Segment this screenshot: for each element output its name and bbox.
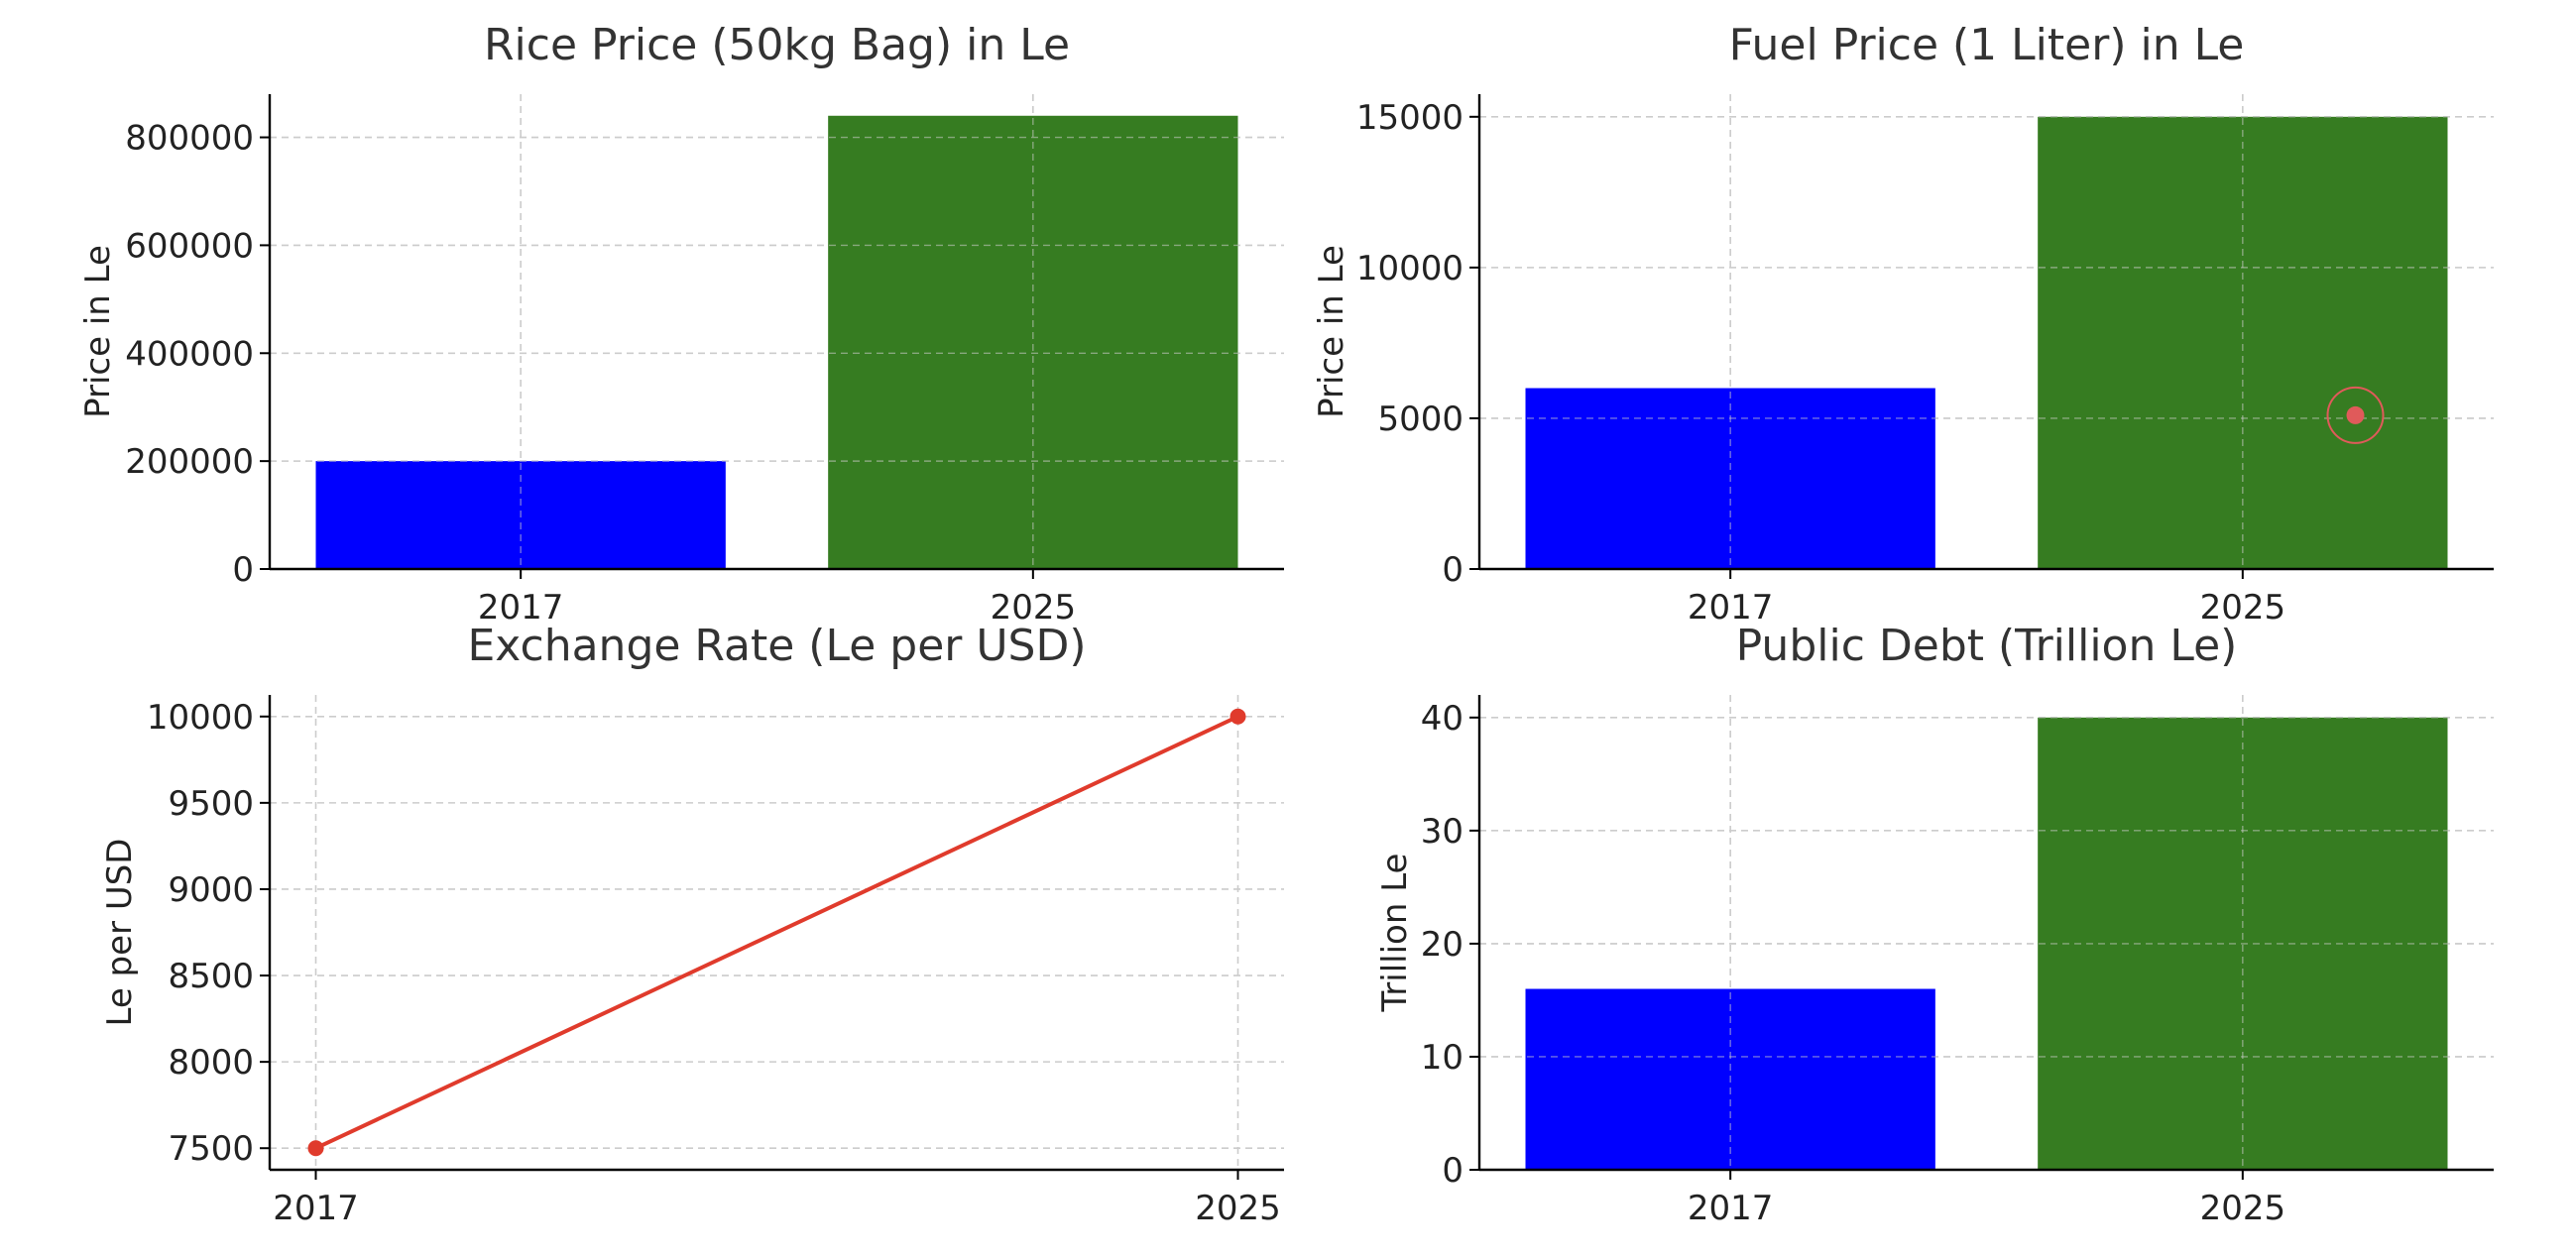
fuel-price-chart: Fuel Price (1 Liter) in Le Price in Le 0… bbox=[1312, 20, 2494, 628]
click-indicator-ring bbox=[2326, 386, 2385, 444]
exchange-point-2025 bbox=[1229, 708, 1246, 725]
exchange-chart-xticks: 2017 2025 bbox=[273, 1170, 1281, 1228]
debt-chart-title: Public Debt (Trillion Le) bbox=[1736, 621, 2238, 671]
exchange-chart-axes bbox=[268, 695, 1284, 1172]
debt-ytick-label: 40 bbox=[1421, 699, 1464, 739]
rice-price-chart: Rice Price (50kg Bag) in Le Price in Le … bbox=[78, 20, 1284, 628]
rice-chart-yticks: 0 200000 400000 600000 800000 bbox=[125, 119, 270, 590]
rice-chart-axes bbox=[268, 94, 1284, 571]
rice-chart-title: Rice Price (50kg Bag) in Le bbox=[484, 20, 1070, 70]
debt-chart-yticks: 0 10 20 30 40 bbox=[1421, 699, 1479, 1191]
debt-chart-ylabel: Trillion Le bbox=[1375, 854, 1415, 1013]
fuel-chart-ylabel: Price in Le bbox=[1312, 245, 1351, 418]
click-indicator-dot bbox=[2346, 405, 2365, 424]
exchange-chart-yticks: 7500 8000 8500 9000 9500 10000 bbox=[147, 698, 270, 1169]
rice-ytick-label: 0 bbox=[232, 550, 254, 590]
exchange-xtick-label: 2025 bbox=[1195, 1189, 1281, 1228]
exchange-chart-line bbox=[307, 708, 1246, 1157]
fuel-chart-title: Fuel Price (1 Liter) in Le bbox=[1729, 20, 2245, 70]
debt-ytick-label: 30 bbox=[1421, 812, 1464, 852]
fuel-xtick-label: 2017 bbox=[1688, 588, 1774, 628]
fuel-ytick-label: 15000 bbox=[1356, 98, 1464, 138]
debt-xtick-label: 2017 bbox=[1688, 1189, 1774, 1228]
debt-xtick-label: 2025 bbox=[2200, 1189, 2286, 1228]
debt-ytick-label: 0 bbox=[1442, 1151, 1464, 1191]
exchange-ytick-label: 10000 bbox=[147, 698, 254, 738]
fuel-ytick-label: 5000 bbox=[1377, 400, 1464, 439]
rice-chart-ylabel: Price in Le bbox=[78, 245, 118, 418]
fuel-ytick-label: 0 bbox=[1442, 550, 1464, 590]
debt-chart-axes bbox=[1477, 695, 2494, 1172]
rice-chart-xticks: 2017 2025 bbox=[478, 569, 1076, 628]
exchange-ytick-label: 7500 bbox=[168, 1129, 254, 1169]
exchange-rate-chart: Exchange Rate (Le per USD) Le per USD 75… bbox=[100, 621, 1284, 1228]
rice-ytick-label: 200000 bbox=[125, 442, 254, 482]
rice-ytick-label: 800000 bbox=[125, 119, 254, 159]
fuel-chart-axes bbox=[1477, 94, 2494, 571]
click-indicator bbox=[2326, 386, 2385, 444]
exchange-ytick-label: 9000 bbox=[168, 870, 254, 910]
rice-chart-bars bbox=[270, 94, 1284, 570]
rice-ytick-label: 600000 bbox=[125, 226, 254, 266]
debt-ytick-label: 10 bbox=[1421, 1038, 1464, 1078]
debt-ytick-label: 20 bbox=[1421, 925, 1464, 965]
fuel-chart-yticks: 0 5000 10000 15000 bbox=[1356, 98, 1479, 590]
rice-xtick-label: 2017 bbox=[478, 588, 564, 628]
debt-chart-xticks: 2017 2025 bbox=[1688, 1170, 2285, 1228]
exchange-series-line bbox=[314, 714, 1239, 1151]
exchange-xtick-label: 2017 bbox=[273, 1189, 359, 1228]
rice-xtick-label: 2025 bbox=[991, 588, 1077, 628]
fuel-xtick-label: 2025 bbox=[2200, 588, 2286, 628]
exchange-ytick-label: 9500 bbox=[168, 784, 254, 824]
exchange-ytick-label: 8500 bbox=[168, 957, 254, 996]
rice-ytick-label: 400000 bbox=[125, 334, 254, 374]
exchange-chart-ylabel: Le per USD bbox=[100, 838, 140, 1026]
exchange-point-2017 bbox=[307, 1140, 324, 1157]
exchange-chart-grid bbox=[270, 695, 1284, 1170]
fuel-chart-bars bbox=[1479, 94, 2494, 570]
exchange-ytick-label: 8000 bbox=[168, 1043, 254, 1083]
fuel-ytick-label: 10000 bbox=[1356, 249, 1464, 288]
public-debt-chart: Public Debt (Trillion Le) Trillion Le 0 1… bbox=[1375, 621, 2494, 1228]
debt-chart-bars bbox=[1479, 695, 2494, 1171]
exchange-chart-title: Exchange Rate (Le per USD) bbox=[467, 621, 1086, 671]
fuel-chart-xticks: 2017 2025 bbox=[1688, 569, 2285, 628]
